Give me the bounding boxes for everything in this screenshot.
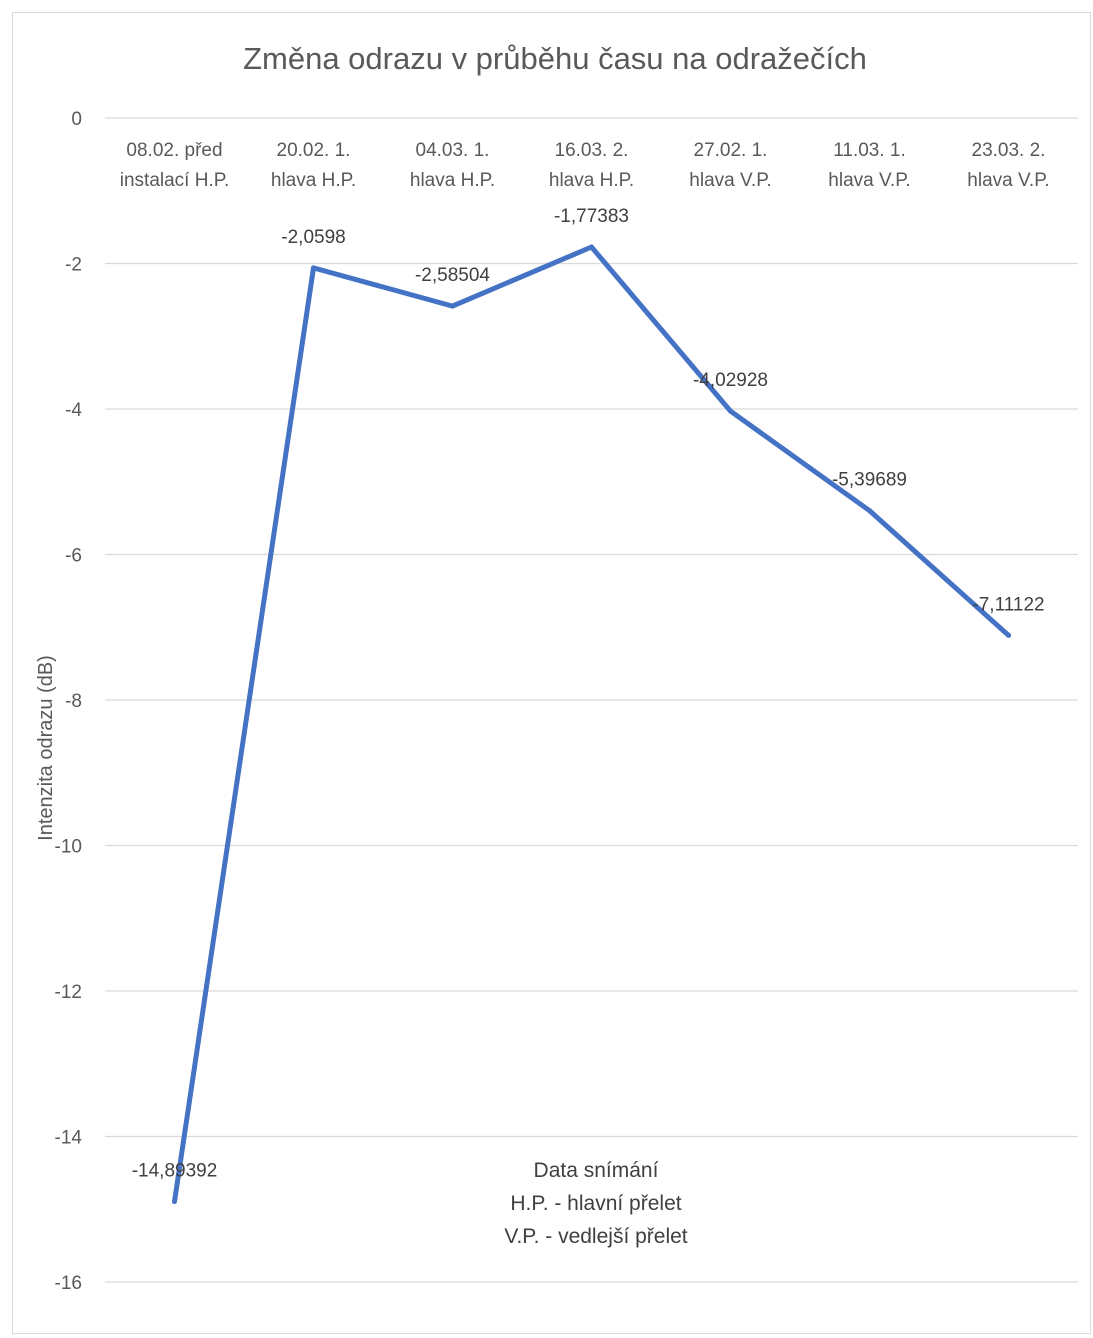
y-axis-ticks: 0 -2 -4 -6 -8 -10 -12 -14 -16 <box>55 109 83 1294</box>
x-category-label: 11.03. 1. hlava V.P. <box>828 140 910 191</box>
x-axis-title-line: H.P. - hlavní přelet <box>510 1192 681 1215</box>
data-label: -7,11122 <box>972 594 1044 615</box>
series-group <box>172 244 1011 1205</box>
data-point <box>728 408 733 414</box>
x-category-label: 23.03. 2. hlava V.P. <box>967 140 1049 191</box>
y-tick-label: -14 <box>55 1128 83 1149</box>
data-point <box>311 265 316 271</box>
y-tick-label: -4 <box>65 400 82 421</box>
data-point <box>867 508 872 514</box>
chart-title: Změna odrazu v průběhu času na odražečíc… <box>243 41 867 76</box>
data-label: -4,02928 <box>693 370 768 391</box>
y-tick-label: -6 <box>65 546 82 567</box>
data-label: -2,0598 <box>281 227 345 248</box>
y-tick-label: -12 <box>55 982 82 1003</box>
y-tick-label: -8 <box>65 691 82 712</box>
y-axis-title: Intenzita odrazu (dB) <box>35 655 57 841</box>
y-tick-label: -16 <box>55 1273 82 1294</box>
data-point <box>589 244 594 250</box>
x-category-label: 27.02. 1. hlava V.P. <box>689 140 771 191</box>
data-point <box>172 1199 177 1205</box>
x-axis-title-line: V.P. - vedlejší přelet <box>504 1225 687 1248</box>
series-line <box>172 244 1011 1204</box>
y-tick-label: -10 <box>55 837 82 858</box>
y-tick-label: -2 <box>65 255 82 276</box>
x-category-label: 16.03. 2. hlava H.P. <box>549 140 634 191</box>
data-point <box>1006 632 1011 638</box>
data-label: -14,89392 <box>132 1161 218 1182</box>
chart-frame <box>12 12 1091 1334</box>
x-category-label: 08.02. před instalací H.P. <box>120 140 229 191</box>
x-axis-title: Data snímání H.P. - hlavní přelet V.P. - v… <box>504 1159 687 1248</box>
y-tick-label: 0 <box>71 109 82 130</box>
data-label: -1,77383 <box>554 206 629 227</box>
data-label: -2,58504 <box>415 265 490 286</box>
x-axis-title-line: Data snímání <box>534 1159 659 1182</box>
x-category-label: 20.02. 1. hlava H.P. <box>271 140 356 191</box>
x-category-label: 04.03. 1. hlava H.P. <box>410 140 495 191</box>
x-axis-categories: 08.02. před instalací H.P. 20.02. 1. hlava … <box>120 140 1050 191</box>
data-labels: -14,89392 -2,0598 -2,58504 -1,77383 -4,02928… <box>132 206 1045 1181</box>
data-label: -5,39689 <box>832 470 907 491</box>
data-point <box>450 303 455 309</box>
